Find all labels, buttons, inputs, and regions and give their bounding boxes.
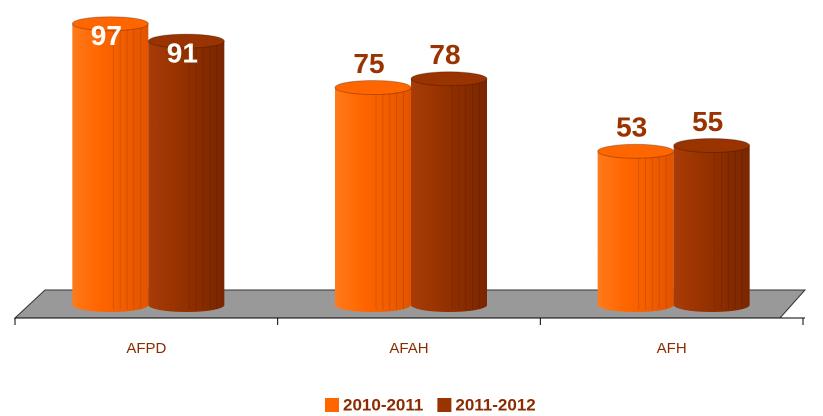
value-label: 91 xyxy=(167,37,198,68)
value-label: 55 xyxy=(692,106,723,137)
cylinder-top xyxy=(147,33,225,49)
cylinder-top xyxy=(71,16,149,32)
cylinder-body xyxy=(673,145,750,312)
value-label: 97 xyxy=(91,20,122,51)
x-tick-label: AFH xyxy=(657,340,687,357)
x-tick-label: AFAH xyxy=(389,340,428,357)
cylinder-body xyxy=(597,151,674,312)
cylinder-body xyxy=(148,41,225,312)
cylinder-body xyxy=(411,78,487,312)
cylinder-top xyxy=(597,143,675,159)
value-label: 53 xyxy=(616,112,647,143)
value-label: 75 xyxy=(353,48,384,79)
legend-swatch xyxy=(325,398,339,412)
cylinder-body xyxy=(335,87,411,312)
bar xyxy=(71,16,149,312)
legend-label: 2010-2011 xyxy=(343,395,423,414)
bar xyxy=(673,138,751,312)
cylinder-body xyxy=(72,23,149,312)
bar xyxy=(410,71,488,312)
bar xyxy=(147,33,225,312)
bar xyxy=(334,80,412,312)
x-tick-label: AFPD xyxy=(126,340,166,357)
cylinder-top xyxy=(334,80,412,95)
legend-label: 2011-2012 xyxy=(455,395,535,414)
cylinder-top xyxy=(410,71,488,87)
value-label: 78 xyxy=(429,39,460,70)
legend-swatch xyxy=(437,398,452,412)
bar xyxy=(597,143,675,312)
cylinder-top xyxy=(673,138,751,153)
plot: AFPD 97 91 AFAH 75 78 AFH 53 55 xyxy=(14,16,804,357)
